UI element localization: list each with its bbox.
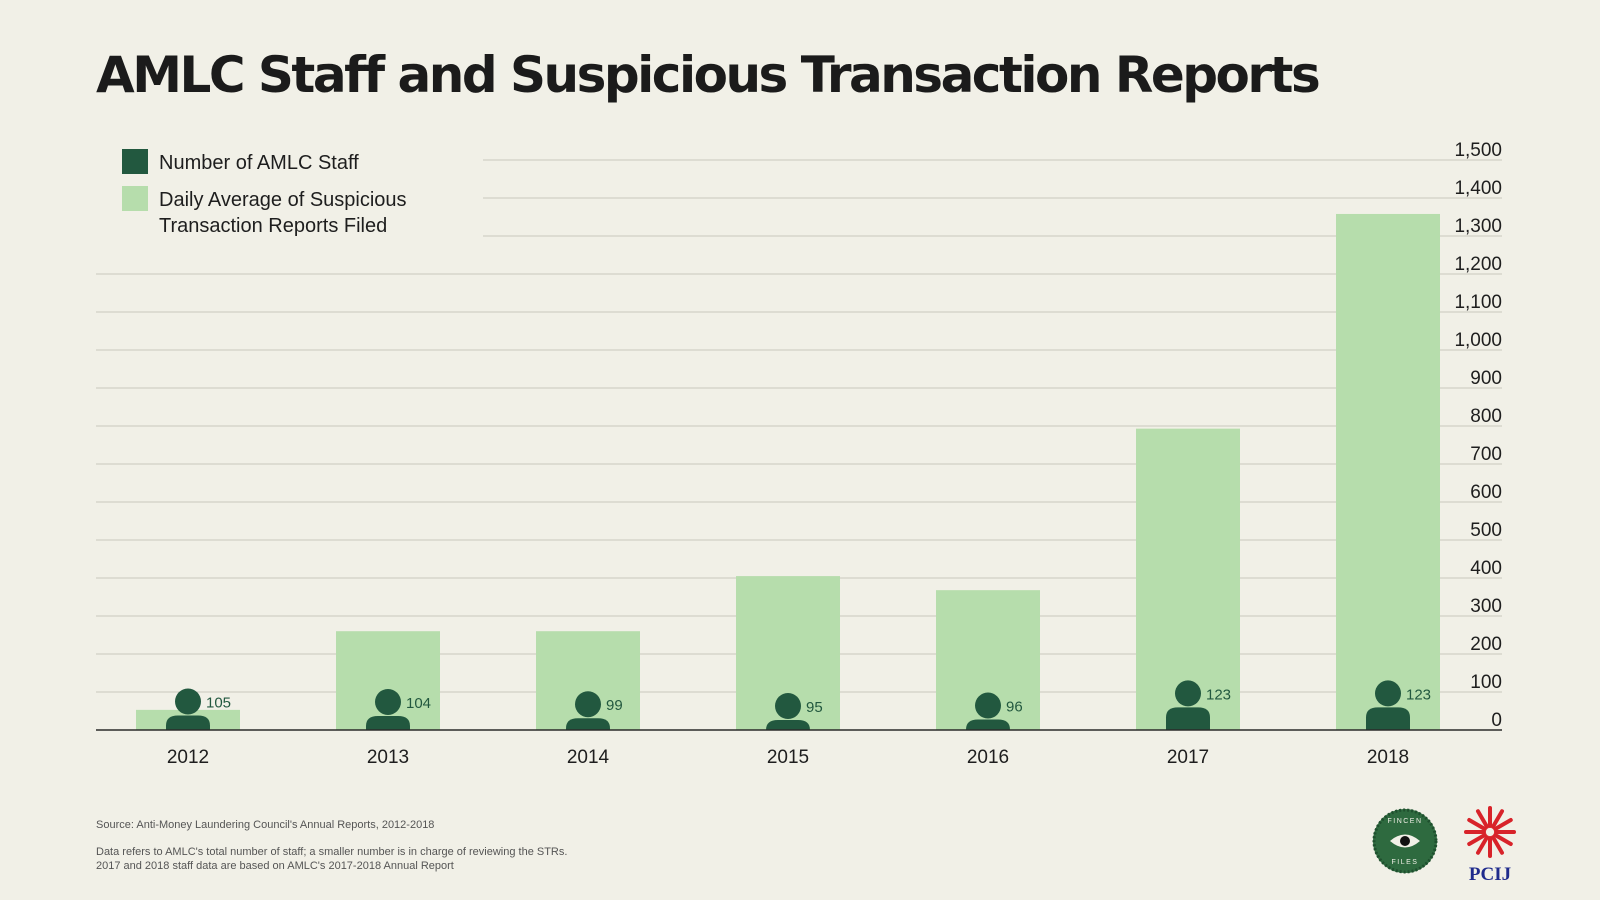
y-tick-label: 900 bbox=[1470, 368, 1502, 389]
staff-value-label: 123 bbox=[1406, 686, 1431, 703]
legend: Number of AMLC Staff Daily Average of Su… bbox=[122, 149, 407, 237]
str-bar bbox=[1136, 428, 1240, 730]
fincen-files-logo: FINCEN FILES bbox=[1372, 808, 1438, 874]
legend-swatch-staff bbox=[122, 149, 148, 174]
staff-markers: 105 104 99 95 96 123 123 bbox=[166, 680, 1431, 730]
staff-value-label: 99 bbox=[606, 697, 623, 714]
footnotes: Source: Anti-Money Laundering Council's … bbox=[96, 818, 567, 873]
y-tick-label: 300 bbox=[1470, 596, 1502, 617]
sunburst-ray bbox=[1467, 818, 1487, 831]
y-tick-label: 500 bbox=[1470, 520, 1502, 541]
sunburst-ray bbox=[1476, 835, 1489, 855]
staff-value-label: 105 bbox=[206, 695, 231, 712]
person-icon-head bbox=[375, 688, 401, 715]
sunburst-ray bbox=[1493, 833, 1513, 846]
person-icon-head bbox=[1375, 680, 1401, 707]
y-tick-label: 600 bbox=[1470, 482, 1502, 503]
x-tick-label: 2012 bbox=[167, 747, 209, 768]
person-icon-body bbox=[966, 719, 1010, 730]
x-axis-ticks: 2012 2013 2014 2015 2016 2017 2018 bbox=[167, 747, 1409, 768]
y-tick-label: 1,100 bbox=[1454, 292, 1502, 313]
person-icon-head bbox=[175, 688, 201, 715]
pcij-logo: PCIJ bbox=[1464, 806, 1516, 884]
source-note: Source: Anti-Money Laundering Council's … bbox=[96, 819, 435, 831]
logos: FINCEN FILES PCIJ bbox=[1372, 806, 1516, 884]
legend-label-staff: Number of AMLC Staff bbox=[159, 152, 359, 174]
staff-marker: 104 bbox=[366, 688, 431, 730]
files-logo-text: FILES bbox=[1392, 859, 1419, 866]
x-tick-label: 2018 bbox=[1367, 747, 1409, 768]
str-bar bbox=[336, 631, 440, 730]
chart-title: AMLC Staff and Suspicious Transaction Re… bbox=[96, 46, 1321, 104]
y-tick-label: 100 bbox=[1470, 672, 1502, 693]
str-bar bbox=[1336, 213, 1440, 730]
x-tick-label: 2015 bbox=[767, 747, 809, 768]
x-tick-label: 2013 bbox=[367, 747, 409, 768]
person-icon-head bbox=[1175, 680, 1201, 707]
person-icon-body bbox=[1366, 707, 1410, 730]
x-tick-label: 2017 bbox=[1167, 747, 1209, 768]
y-tick-label: 1,200 bbox=[1454, 254, 1502, 275]
data-note-line-1: Data refers to AMLC's total number of st… bbox=[96, 846, 568, 858]
y-tick-label: 1,000 bbox=[1454, 330, 1502, 351]
person-icon-head bbox=[975, 692, 1001, 719]
legend-label-str-line2: Transaction Reports Filed bbox=[159, 215, 387, 237]
staff-marker: 105 bbox=[166, 688, 231, 730]
person-icon-body bbox=[366, 715, 410, 730]
staff-marker: 99 bbox=[566, 691, 623, 730]
staff-value-label: 96 bbox=[1006, 699, 1023, 716]
person-icon-body bbox=[166, 715, 210, 730]
y-axis-ticks: 0 100 200 300 400 500 600 700 800 900 1,000 1,100 1,… bbox=[1454, 140, 1502, 731]
staff-value-label: 104 bbox=[406, 695, 431, 712]
staff-marker: 123 bbox=[1166, 680, 1231, 730]
sunburst-ray bbox=[1491, 809, 1504, 829]
fincen-logo-text: FINCEN bbox=[1387, 818, 1422, 825]
data-note-line-2: 2017 and 2018 staff data are based on AM… bbox=[96, 860, 454, 872]
y-tick-label: 1,400 bbox=[1454, 178, 1502, 199]
staff-marker: 123 bbox=[1366, 680, 1431, 730]
y-tick-label: 0 bbox=[1491, 710, 1502, 731]
y-tick-label: 1,500 bbox=[1454, 140, 1502, 161]
sunburst-icon bbox=[1464, 806, 1516, 858]
str-bars bbox=[136, 213, 1440, 730]
staff-marker: 96 bbox=[966, 692, 1023, 730]
legend-label-str-line1: Daily Average of Suspicious bbox=[159, 189, 407, 211]
legend-swatch-str bbox=[122, 186, 148, 211]
sunburst-ray bbox=[1491, 835, 1504, 855]
y-tick-label: 1,300 bbox=[1454, 216, 1502, 237]
person-icon-head bbox=[775, 693, 801, 719]
y-tick-label: 700 bbox=[1470, 444, 1502, 465]
x-tick-label: 2016 bbox=[967, 747, 1009, 768]
person-icon-body bbox=[766, 720, 810, 730]
person-icon-head bbox=[575, 691, 601, 718]
sunburst-ray bbox=[1476, 809, 1489, 829]
sunburst-ray bbox=[1493, 818, 1513, 831]
y-tick-label: 800 bbox=[1470, 406, 1502, 427]
person-icon-body bbox=[1166, 707, 1210, 730]
y-tick-label: 400 bbox=[1470, 558, 1502, 579]
y-tick-label: 200 bbox=[1470, 634, 1502, 655]
x-tick-label: 2014 bbox=[567, 747, 610, 768]
staff-value-label: 95 bbox=[806, 699, 823, 716]
person-icon-body bbox=[566, 718, 610, 730]
staff-value-label: 123 bbox=[1206, 686, 1231, 703]
sunburst-ray bbox=[1467, 833, 1487, 846]
staff-marker: 95 bbox=[766, 693, 823, 730]
pcij-logo-text: PCIJ bbox=[1469, 864, 1511, 884]
